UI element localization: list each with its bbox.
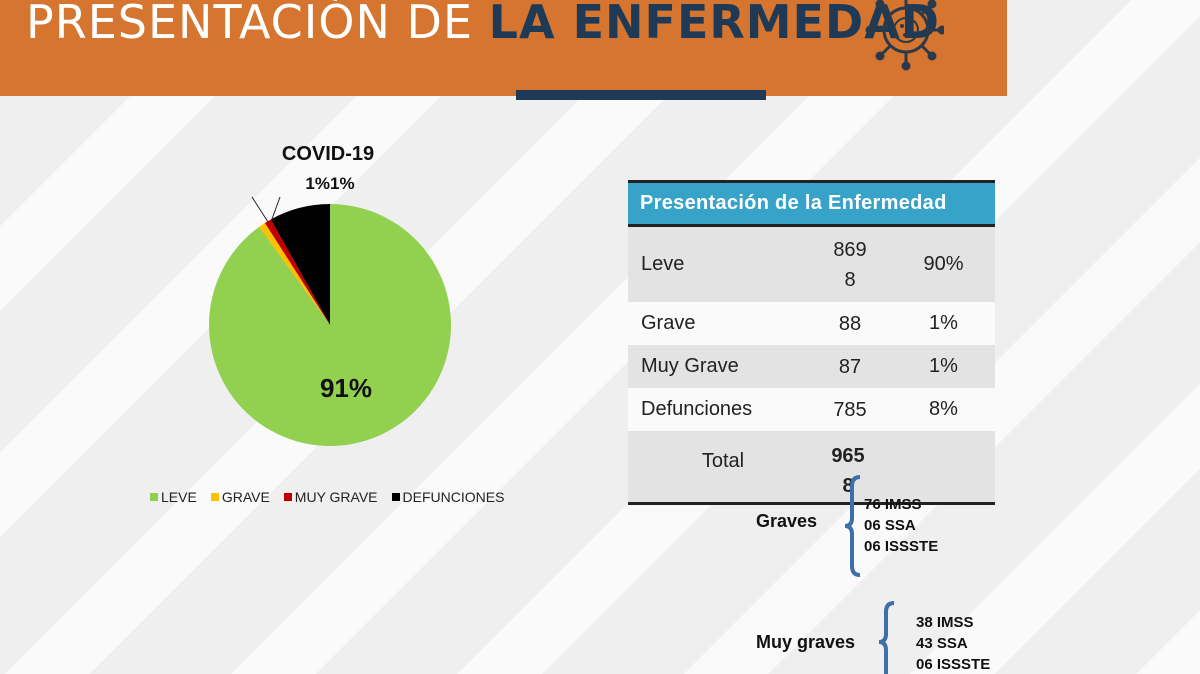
row-count: 88 xyxy=(838,312,862,335)
data-label-main: 91% xyxy=(320,373,372,403)
legend-item-grave: GRAVE xyxy=(210,489,270,505)
pie-slice-grave xyxy=(259,222,330,325)
table-row-grave: Grave 88 1% xyxy=(628,302,995,345)
data-label-small: 1%1% xyxy=(305,174,355,193)
chart-legend: LEVE GRAVE MUY GRAVE DEFUNCIONES xyxy=(150,488,504,506)
row-label: Defunciones xyxy=(641,398,753,420)
row-count: 87 xyxy=(838,355,862,378)
leader-line xyxy=(251,196,269,223)
muy-graves-label: Muy graves xyxy=(756,632,856,652)
disease-table: Presentación de la Enfermedad Leve 8698 … xyxy=(628,180,995,505)
muy-graves-list: 38 IMSS 43 SSA 06 ISSSTE xyxy=(916,612,990,674)
pie-slice-defunciones xyxy=(270,204,330,325)
row-count-value: 9658 xyxy=(831,445,865,497)
legend-item-leve: LEVE xyxy=(150,489,197,505)
row-pct: 1% xyxy=(929,355,958,377)
legend-item-muy-grave: MUY GRAVE xyxy=(283,489,378,505)
row-pct: 8% xyxy=(929,398,958,420)
muy-graves-item: 38 IMSS xyxy=(916,614,974,631)
row-label: Grave xyxy=(641,312,696,334)
table-row-defunciones: Defunciones 785 8% xyxy=(628,388,995,431)
legend-label: GRAVE xyxy=(221,489,270,505)
legend-swatch xyxy=(391,493,400,501)
table-row-leve: Leve 8698 90% xyxy=(628,227,995,302)
page-title: PRESENTACIÓN DE LA ENFERMEDAD xyxy=(26,0,940,50)
header-underline xyxy=(516,90,766,100)
graves-label: Graves xyxy=(756,511,818,531)
row-pct: 90% xyxy=(923,253,964,275)
graves-item: 06 ISSSTE xyxy=(864,538,939,555)
legend-label: LEVE xyxy=(161,489,197,505)
row-count: 8698 xyxy=(808,235,892,295)
page-title-bold: LA ENFERMEDAD xyxy=(488,0,940,49)
row-count: 785 xyxy=(833,398,867,421)
legend-item-defunciones: DEFUNCIONES xyxy=(391,489,505,505)
pie-slice-muy-grave xyxy=(264,219,330,325)
row-label: Leve xyxy=(641,253,685,275)
muy-graves-item: 43 SSA xyxy=(916,635,968,652)
row-count-value: 8698 xyxy=(833,238,867,291)
muy-graves-brace xyxy=(878,601,895,674)
graves-item: 76 IMSS xyxy=(864,496,922,513)
graves-brace xyxy=(844,475,861,577)
leader-line xyxy=(271,196,281,220)
table-row-muy-grave: Muy Grave 87 1% xyxy=(628,345,995,388)
chart-title: COVID-19 xyxy=(281,143,375,165)
row-label: Total xyxy=(701,450,745,472)
legend-swatch xyxy=(283,493,292,501)
legend-label: DEFUNCIONES xyxy=(402,489,505,505)
row-pct: 1% xyxy=(929,312,958,334)
row-count: 9658 xyxy=(818,441,878,501)
table-header: Presentación de la Enfermedad xyxy=(628,183,995,227)
page-title-light: PRESENTACIÓN DE xyxy=(26,0,489,49)
graves-item: 06 SSA xyxy=(864,517,916,534)
legend-swatch xyxy=(150,493,158,501)
virus-icon xyxy=(865,0,944,71)
pie-chart: 91% xyxy=(208,196,451,446)
graves-list: 76 IMSS 06 SSA 06 ISSSTE xyxy=(864,494,938,557)
muy-graves-item: 06 ISSSTE xyxy=(916,656,991,673)
table-row-total: Total 9658 xyxy=(628,431,995,505)
legend-swatch xyxy=(210,493,219,501)
header-band xyxy=(0,0,1007,96)
row-label: Muy Grave xyxy=(641,355,739,377)
legend-label: MUY GRAVE xyxy=(294,489,378,505)
